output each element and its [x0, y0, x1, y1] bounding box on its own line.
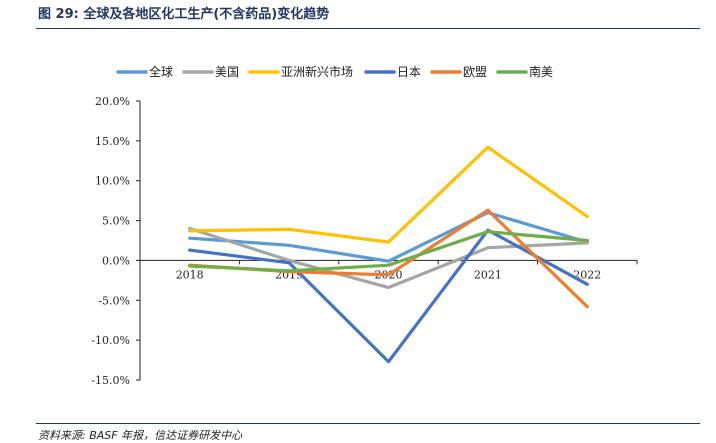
legend-item: 美国 — [182, 65, 239, 79]
legend-label: 欧盟 — [463, 65, 487, 79]
y-tick-label: -5.0% — [98, 294, 130, 307]
series-line-2 — [188, 226, 589, 290]
legend-item: 亚洲新兴市场 — [248, 64, 353, 79]
legend-label: 美国 — [215, 65, 239, 79]
x-tick-label: 2018 — [176, 268, 204, 281]
series-line-4 — [188, 228, 589, 364]
y-tick-label: 10.0% — [95, 175, 130, 188]
legend-label: 日本 — [397, 65, 421, 79]
series-line-1 — [188, 211, 589, 263]
legend-item: 日本 — [364, 65, 421, 79]
series-line-6 — [188, 230, 589, 273]
legend-label: 南美 — [529, 64, 553, 79]
series-line-3 — [188, 145, 589, 244]
legend-label: 亚洲新兴市场 — [281, 64, 353, 79]
legend-item: 南美 — [496, 64, 553, 79]
source-rule — [36, 423, 700, 424]
series-group — [188, 145, 589, 364]
y-tick-label: 5.0% — [102, 215, 130, 228]
title-rule — [36, 28, 700, 29]
y-tick-label: -15.0% — [91, 374, 130, 387]
y-tick-label: -10.0% — [91, 334, 130, 347]
legend: 全球 美国 亚洲新兴市场 日本 欧盟 南美 — [116, 64, 553, 79]
x-tick-label: 2021 — [474, 268, 502, 281]
legend-item: 全球 — [116, 64, 173, 79]
y-tick-label: 20.0% — [95, 95, 130, 108]
legend-label: 全球 — [149, 64, 173, 79]
y-tick-label: 15.0% — [95, 135, 130, 148]
x-tick-label: 2022 — [573, 268, 601, 281]
source-note: 资料来源: BASF 年报，信达证券研发中心 — [38, 429, 243, 442]
y-axis: 20.0% 15.0% 10.0% 5.0% 0.0% -5.0% -10.0% -15.0% — [91, 95, 141, 387]
legend-item: 欧盟 — [430, 65, 487, 79]
y-tick-label: 0.0% — [102, 254, 130, 267]
figure-title: 图 29: 全球及各地区化工生产(不含药品)变化趋势 — [38, 7, 330, 22]
